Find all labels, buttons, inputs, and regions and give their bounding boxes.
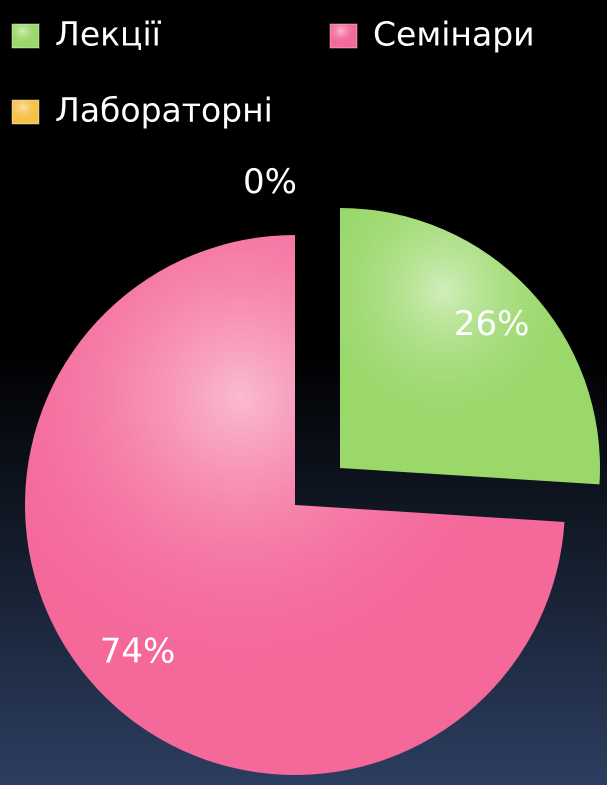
legend-label: Семінари xyxy=(373,15,535,54)
pie-slice-shine xyxy=(340,208,600,485)
legend-swatch-shine xyxy=(12,24,39,48)
data-label: 26% xyxy=(454,304,530,344)
data-label: 0% xyxy=(243,162,297,202)
legend-swatch-shine xyxy=(330,24,357,48)
pie: 26% 74% 0% xyxy=(25,162,600,775)
legend-label: Лекції xyxy=(55,15,162,54)
pie-slice-shine xyxy=(25,235,565,775)
legend: Лекції Семінари Лабораторні xyxy=(11,15,535,130)
legend-swatch-shine xyxy=(12,100,39,124)
data-label: 74% xyxy=(100,631,176,671)
legend-label: Лабораторні xyxy=(55,91,273,130)
